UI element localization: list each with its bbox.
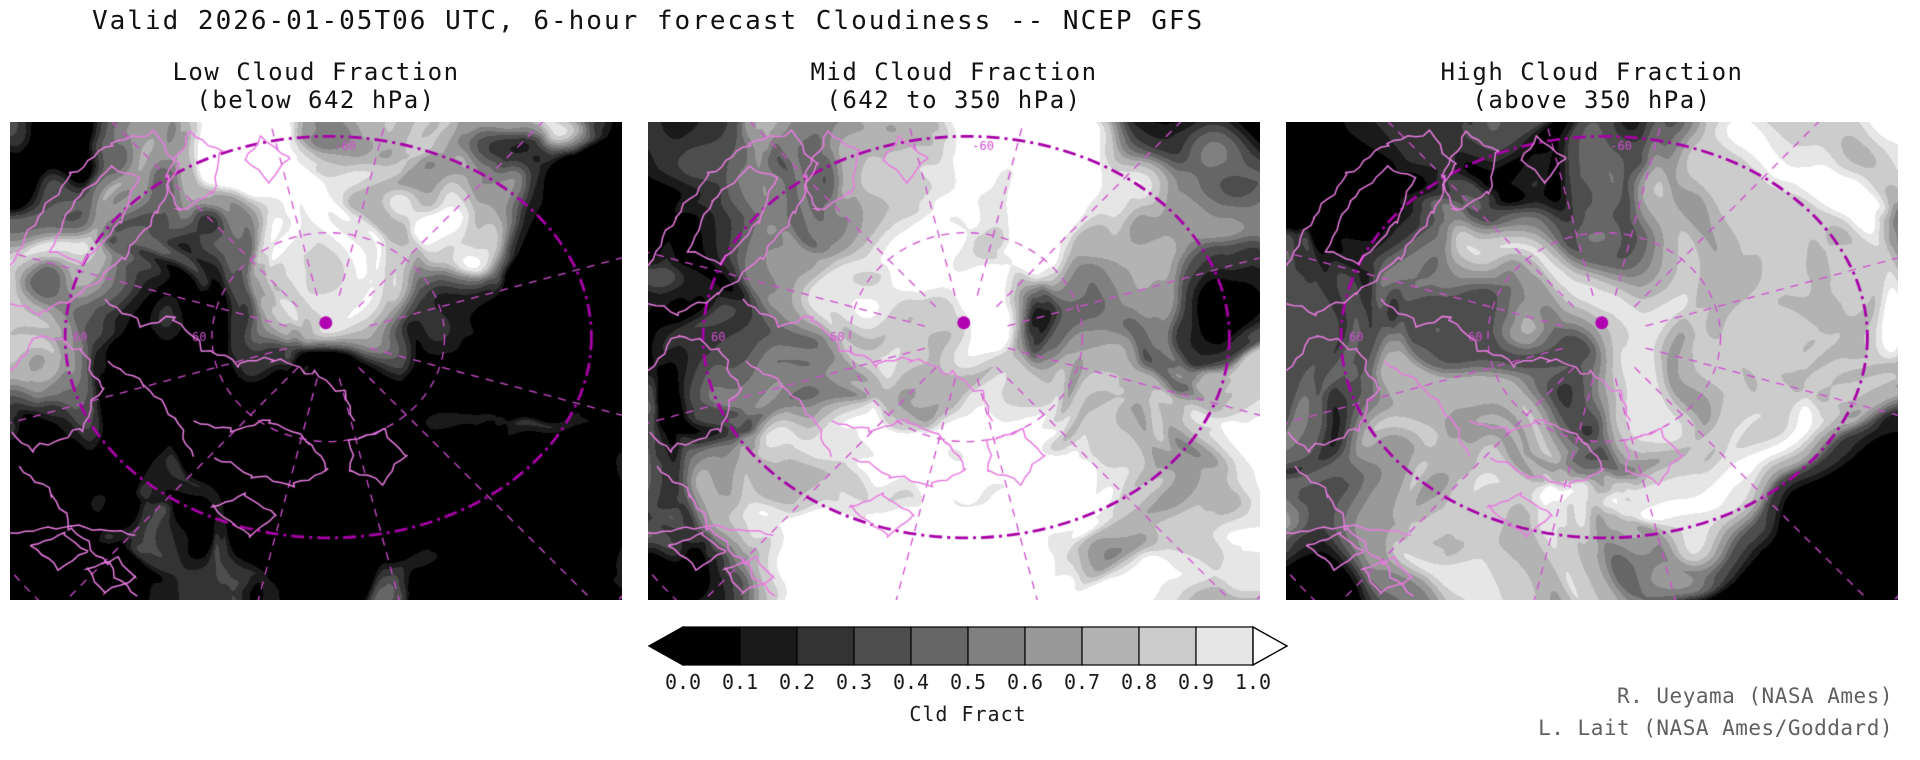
panel-high-title: High Cloud Fraction (above 350 hPa): [1286, 58, 1898, 114]
credit-line2: L. Lait (NASA Ames/Goddard): [1538, 716, 1893, 740]
colorbar-tick: 0.7: [1063, 670, 1101, 694]
colorbar-tick: 0.6: [1006, 670, 1044, 694]
colorbar-tick: 0.8: [1120, 670, 1158, 694]
credits: R. Ueyama (NASA Ames) L. Lait (NASA Ames…: [1538, 680, 1893, 744]
colorbar-segment: [967, 626, 1026, 666]
panel-high-cloud: High Cloud Fraction (above 350 hPa): [1286, 58, 1898, 604]
panel-low-title: Low Cloud Fraction (below 642 hPa): [10, 58, 622, 114]
colorbar-segment: [682, 626, 741, 666]
colorbar-segment: [1024, 626, 1083, 666]
colorbar-segment: [853, 626, 912, 666]
panel-high-title-line1: High Cloud Fraction: [1440, 58, 1744, 86]
figure-title: Valid 2026-01-05T06 UTC, 6-hour forecast…: [92, 6, 1205, 36]
colorbar-tick: 0.2: [778, 670, 816, 694]
panel-low-title-line2: (below 642 hPa): [196, 86, 436, 114]
colorbar-tick: 0.3: [835, 670, 873, 694]
colorbar-label: Cld Fract: [909, 702, 1027, 726]
colorbar-tick: 0.9: [1177, 670, 1215, 694]
colorbar-tick: 0.4: [892, 670, 930, 694]
colorbar-arrow-left: [647, 625, 684, 667]
mid-cloud-map: [648, 122, 1260, 600]
mid-cloud-map-canvas: [648, 122, 1260, 600]
colorbar-tick: 0.0: [664, 670, 702, 694]
colorbar-tick: 1.0: [1234, 670, 1272, 694]
colorbar-ticks: 0.0 0.1 0.2 0.3 0.4 0.5 0.6 0.7 0.8 0.9 1.0: [665, 670, 1271, 696]
panel-high-title-line2: (above 350 hPa): [1472, 86, 1712, 114]
colorbar-segment: [1195, 626, 1254, 666]
panel-mid-cloud: Mid Cloud Fraction (642 to 350 hPa): [648, 58, 1260, 604]
colorbar-segment: [1138, 626, 1197, 666]
colorbar-arrow-right: [1252, 625, 1289, 667]
panel-low-cloud: Low Cloud Fraction (below 642 hPa): [10, 58, 622, 604]
colorbar-segment: [1081, 626, 1140, 666]
high-cloud-map: [1286, 122, 1898, 600]
panel-mid-title: Mid Cloud Fraction (642 to 350 hPa): [648, 58, 1260, 114]
high-cloud-map-canvas: [1286, 122, 1898, 600]
colorbar-gradient: [647, 625, 1289, 667]
colorbar-segment: [910, 626, 969, 666]
colorbar-segment: [796, 626, 855, 666]
panel-mid-title-line1: Mid Cloud Fraction: [810, 58, 1098, 86]
colorbar-segment: [739, 626, 798, 666]
panel-mid-title-line2: (642 to 350 hPa): [826, 86, 1082, 114]
low-cloud-map-canvas: [10, 122, 622, 600]
colorbar-tick: 0.5: [949, 670, 987, 694]
colorbar: 0.0 0.1 0.2 0.3 0.4 0.5 0.6 0.7 0.8 0.9 1.0 Cld Fr…: [647, 625, 1289, 736]
credit-line1: R. Ueyama (NASA Ames): [1616, 684, 1893, 708]
colorbar-tick: 0.1: [721, 670, 759, 694]
low-cloud-map: [10, 122, 622, 600]
panel-low-title-line1: Low Cloud Fraction: [172, 58, 460, 86]
